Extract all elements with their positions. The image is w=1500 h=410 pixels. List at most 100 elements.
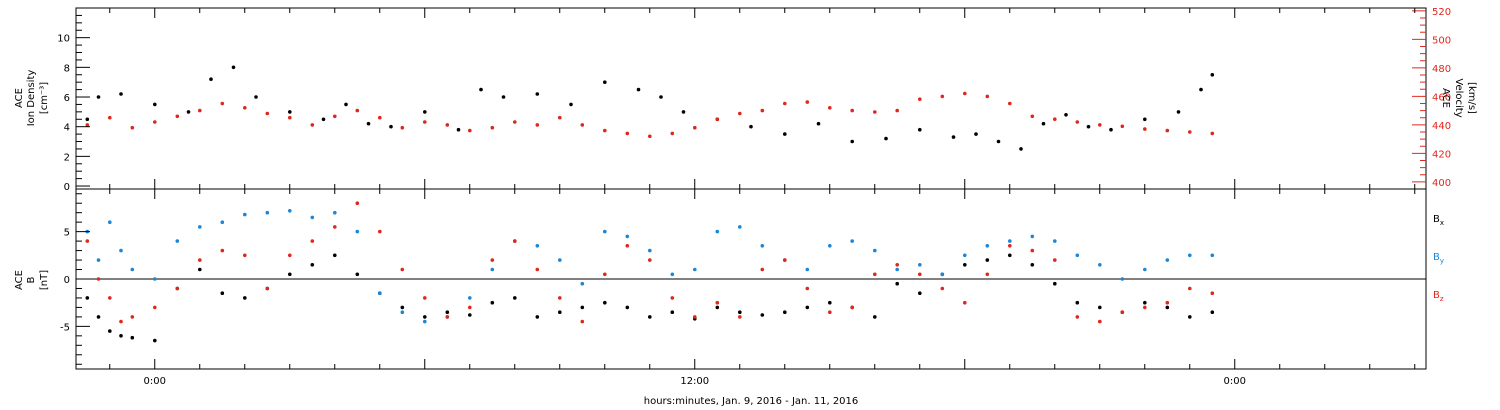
density-point — [85, 117, 90, 122]
by-point — [130, 267, 135, 272]
by-point — [895, 267, 899, 272]
density-point — [783, 132, 787, 136]
velocity-point — [828, 106, 832, 110]
bz-point — [378, 229, 382, 234]
x-tick-label: 0:00 — [1224, 376, 1246, 387]
by-point — [1008, 239, 1012, 243]
velocity-point — [760, 108, 765, 113]
bottom-x-ticks — [109, 189, 1416, 369]
bz-point — [1030, 248, 1035, 253]
velocity-point — [1008, 101, 1012, 106]
bz-point — [423, 296, 427, 300]
field-ylabel-line-1: ACE — [14, 270, 25, 290]
bz-point — [108, 296, 112, 300]
bz-point — [1143, 305, 1147, 310]
bx-point — [423, 315, 427, 319]
bz-point — [648, 258, 652, 262]
density-point — [423, 110, 427, 114]
density-point — [535, 92, 540, 96]
bx-point — [715, 305, 720, 310]
velocity-point — [985, 94, 990, 99]
velocity-point — [603, 128, 607, 133]
bz-point — [1008, 244, 1012, 248]
bz-point — [310, 239, 315, 243]
by-point — [625, 234, 630, 239]
velocity-point — [805, 100, 810, 104]
bz-point — [153, 305, 157, 310]
velocity-point — [85, 123, 90, 127]
velocity-point — [198, 108, 202, 113]
x-tick-label: 12:00 — [680, 376, 709, 387]
by-point — [153, 277, 157, 281]
density-point — [850, 139, 854, 144]
bottom-panel: -5 0 5 ACE B [nT] Bx By Bz — [14, 188, 1444, 370]
velocity-point — [1098, 123, 1102, 127]
velocity-point — [310, 123, 315, 127]
bz-point — [805, 286, 810, 291]
bx-point — [670, 310, 675, 315]
velocity-point — [1210, 131, 1215, 136]
top-frame — [75, 7, 1427, 190]
density-point — [1143, 117, 1147, 122]
velocity-y-axis: 400 420 440 460 480 500 520 — [1412, 7, 1451, 189]
density-point — [321, 117, 326, 122]
by-point — [828, 244, 832, 248]
velocity-point — [220, 101, 225, 106]
by-point — [580, 281, 585, 286]
density-y-tick-label: 2 — [64, 152, 70, 163]
bx-point — [760, 313, 765, 317]
bz-point — [603, 272, 607, 277]
x-axis-caption: hours:minutes, Jan. 9, 2016 - Jan. 11, 2… — [644, 396, 859, 407]
bx-point — [400, 305, 405, 310]
density-point — [1041, 121, 1046, 126]
bx-point — [873, 315, 877, 319]
by-point — [693, 267, 697, 272]
density-point — [479, 87, 483, 92]
bz-point — [490, 258, 495, 262]
velocity-point — [288, 115, 292, 120]
velocity-point — [265, 111, 270, 116]
bz-point — [1210, 291, 1215, 296]
by-point — [1143, 267, 1147, 272]
bz-point — [400, 267, 405, 272]
density-point — [569, 102, 573, 107]
legend-bx-subscript: x — [1440, 219, 1444, 227]
density-point — [366, 121, 371, 126]
density-ylabel-line-2: Ion Density — [26, 70, 37, 127]
field-y-tick-label: 0 — [64, 275, 70, 286]
by-point — [220, 220, 225, 224]
density-velocity-marks — [85, 65, 1215, 151]
by-point — [1210, 253, 1215, 258]
bz-point — [1098, 319, 1102, 324]
bz-point — [445, 315, 450, 319]
by-point — [738, 225, 742, 229]
velocity-point — [895, 108, 899, 113]
by-point — [715, 229, 720, 234]
by-point — [423, 319, 427, 324]
velocity-point — [333, 114, 337, 119]
density-point — [681, 110, 686, 114]
x-tick-label: 0:00 — [144, 376, 166, 387]
by-point — [1098, 263, 1102, 267]
bz-point — [850, 305, 854, 310]
bz-point — [1165, 300, 1170, 305]
bz-point — [963, 300, 967, 305]
bx-point — [198, 267, 202, 272]
by-point — [1165, 258, 1170, 262]
bx-point — [828, 300, 832, 305]
density-point — [636, 87, 641, 92]
density-ylabel-line-1: ACE — [14, 88, 25, 108]
density-point — [884, 136, 888, 141]
bx-point — [85, 296, 90, 300]
by-point — [490, 267, 495, 272]
by-point — [1075, 253, 1080, 258]
bx-point — [1030, 263, 1035, 267]
velocity-point — [1120, 124, 1125, 129]
bx-point — [1165, 305, 1170, 310]
bz-point — [85, 239, 90, 243]
bx-point — [1053, 281, 1057, 286]
legend-bx: Bx — [1433, 214, 1444, 227]
bz-point — [513, 239, 517, 243]
bz-point — [198, 258, 202, 262]
bz-point — [783, 258, 787, 262]
